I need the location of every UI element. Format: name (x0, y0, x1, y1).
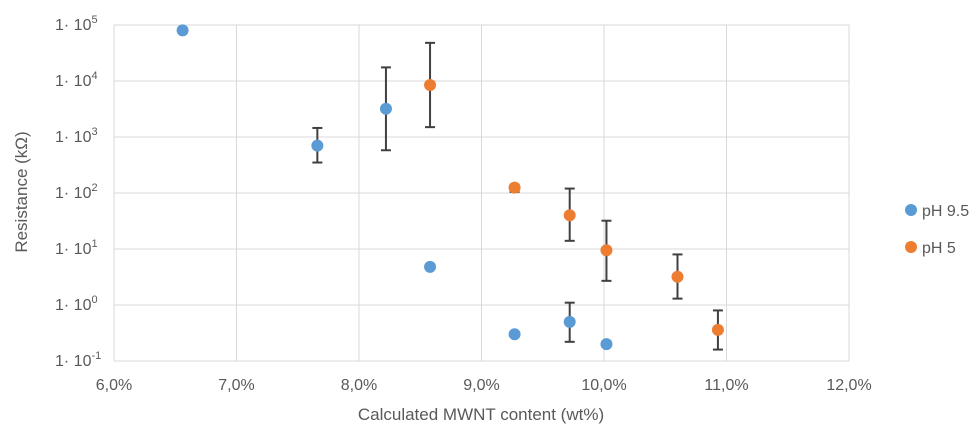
y-tick-label: 1· 103 (55, 126, 98, 146)
grid-lines (113, 24, 850, 362)
y-tick-label: 1· 104 (55, 70, 98, 90)
x-tick-label: 10,0% (581, 377, 626, 394)
data-point-series-0 (508, 328, 521, 341)
legend-label-pH-5: pH 5 (922, 240, 956, 257)
data-point-series-1 (508, 181, 521, 194)
data-point-series-1 (424, 78, 437, 91)
x-axis-title: Calculated MWNT content (wt%) (358, 405, 604, 424)
data-point-series-0 (379, 102, 392, 115)
y-tick-label: 1· 101 (55, 238, 98, 258)
x-tick-label: 7,0% (218, 377, 254, 394)
data-point-series-0 (600, 338, 613, 351)
data-point-series-1 (600, 244, 613, 257)
data-point-series-0 (563, 315, 576, 328)
y-tick-labels: 1· 10-1 1· 100 1· 101 1· 102 1· 103 1· 104 1· … (55, 14, 101, 370)
data-point-series-0 (311, 139, 324, 152)
data-point-series-0 (176, 24, 189, 37)
x-tick-label: 11,0% (704, 377, 748, 394)
x-tick-label: 6,0% (96, 377, 132, 394)
x-tick-label: 9,0% (463, 377, 499, 394)
legend-marker-pH-9-5 (905, 204, 917, 216)
legend: pH 9.5 pH 5 (905, 203, 969, 257)
legend-label-pH-9-5: pH 9.5 (922, 203, 969, 220)
data-point-series-1 (671, 270, 684, 283)
data-point-series-1 (563, 209, 576, 222)
error-bars (312, 41, 723, 351)
x-tick-label: 8,0% (341, 377, 377, 394)
y-axis-title: Resistance (kΩ) (12, 131, 31, 252)
data-point-series-1 (711, 323, 724, 336)
y-tick-label: 1· 100 (55, 294, 98, 314)
data-point-series-0 (424, 260, 437, 273)
x-tick-labels: 6,0% 7,0% 8,0% 9,0% 10,0% 11,0% 12,0% (96, 377, 872, 394)
legend-marker-pH-5 (905, 241, 917, 253)
data-points (176, 24, 724, 351)
y-tick-label: 1· 102 (55, 182, 98, 202)
x-tick-label: 12,0% (826, 377, 871, 394)
y-tick-label: 1· 10-1 (55, 350, 101, 370)
y-tick-label: 1· 105 (55, 14, 98, 34)
